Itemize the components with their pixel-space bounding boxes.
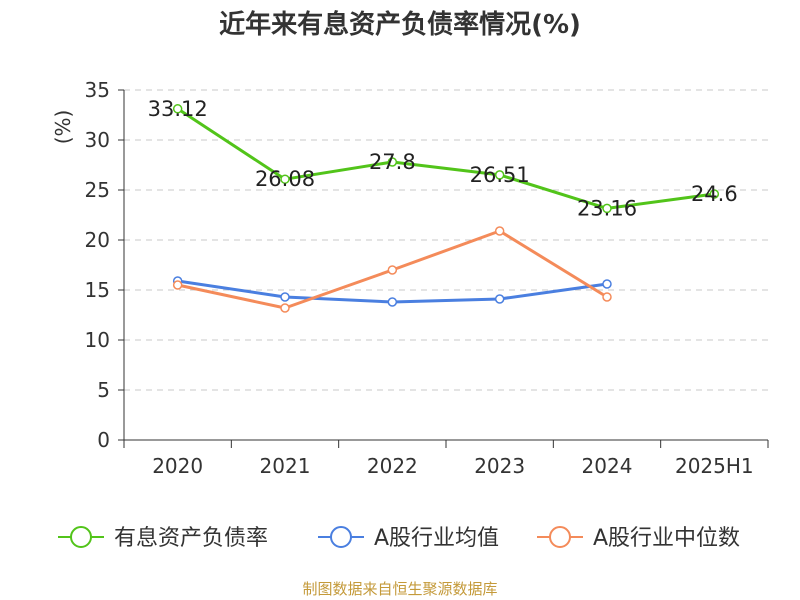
y-tick-label: 25	[85, 178, 110, 202]
y-tick-label: 20	[85, 228, 110, 252]
y-tick-label: 0	[97, 428, 110, 452]
data-label: 26.08	[255, 167, 315, 191]
y-tick-label: 5	[97, 378, 110, 402]
grid-lines	[124, 89, 768, 391]
data-point	[602, 203, 612, 214]
data-point	[172, 104, 183, 114]
y-tick-label: 15	[85, 278, 110, 302]
x-tick-label: 2020	[152, 454, 203, 478]
data-point	[387, 265, 398, 275]
x-tick-label: 2024	[582, 454, 633, 478]
data-point	[602, 279, 612, 289]
y-axis-label: (%)	[51, 110, 75, 145]
x-tick-label: 2023	[474, 454, 525, 478]
legend-label: A股行业均值	[374, 526, 499, 551]
legend-marker	[330, 526, 352, 548]
axes	[123, 90, 768, 441]
data-label: 24.6	[691, 182, 738, 206]
data-label: 27.8	[369, 150, 416, 174]
x-tick-label: 2021	[260, 454, 311, 478]
data-point	[387, 157, 398, 167]
y-tick-label: 30	[85, 128, 110, 152]
series-line-0	[176, 107, 716, 210]
legend-label: 有息资产负债率	[114, 526, 268, 551]
data-labels: 33.12 26.08 27.8 26.51 23.16 24.6	[148, 97, 738, 221]
source-note: 制图数据来自恒生聚源数据库	[302, 580, 498, 598]
x-tick-label: 2022	[367, 454, 418, 478]
chart-title: 近年来有息资产负债率情况(%)	[219, 10, 581, 40]
data-label: 26.51	[470, 163, 530, 187]
y-axis-ticks: 0 5 10 15 20 25 30 35	[85, 78, 124, 452]
data-point	[280, 292, 290, 302]
data-label: 23.16	[577, 196, 637, 220]
data-point	[602, 292, 612, 302]
data-point	[280, 174, 290, 184]
legend-label: A股行业中位数	[593, 526, 740, 551]
series-lines	[172, 104, 720, 313]
legend-marker	[549, 526, 571, 548]
legend: 有息资产负债率 A股行业均值 A股行业中位数	[58, 526, 740, 551]
x-axis-ticks: 2020 2021 2022 2023 2024 2025H1	[123, 440, 769, 478]
data-point	[494, 226, 505, 236]
data-label: 33.12	[148, 97, 208, 121]
data-point	[280, 303, 290, 313]
data-point	[172, 280, 183, 290]
data-point	[494, 170, 505, 180]
x-tick-label: 2025H1	[675, 454, 754, 478]
y-tick-label: 35	[85, 78, 110, 102]
data-point	[494, 294, 505, 304]
y-tick-label: 10	[85, 328, 110, 352]
data-point	[387, 297, 398, 307]
legend-marker	[70, 526, 92, 548]
data-point	[709, 189, 720, 199]
